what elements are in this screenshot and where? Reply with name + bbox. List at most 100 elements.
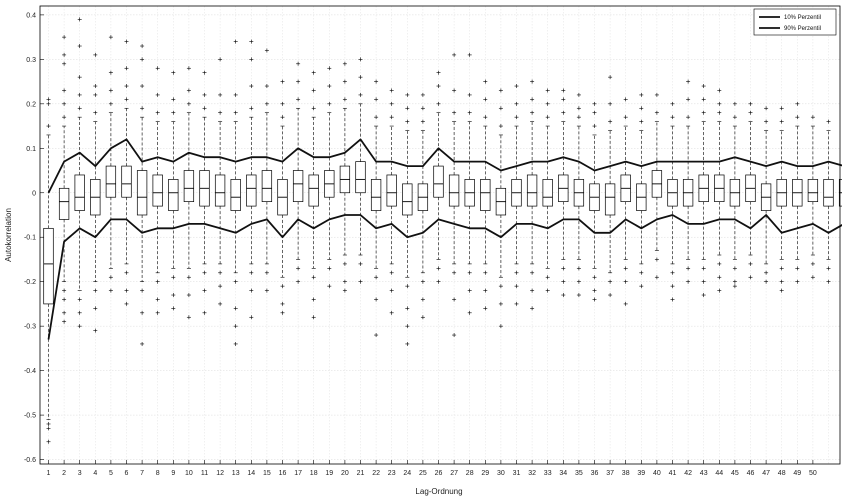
box-lag-23 xyxy=(386,88,397,315)
x-tick-label: 24 xyxy=(403,470,411,477)
y-tick-label: -0.5 xyxy=(24,413,36,420)
box-lag-22 xyxy=(370,79,382,338)
box-iqr xyxy=(74,174,85,211)
box-iqr xyxy=(604,183,616,216)
x-tick-label: 18 xyxy=(310,470,318,477)
x-tick-label: 26 xyxy=(435,470,443,477)
x-tick-label: 50 xyxy=(809,470,817,477)
x-tick-label: 47 xyxy=(762,470,770,477)
x-tick-label: 11 xyxy=(201,470,208,477)
box-lag-39 xyxy=(636,92,647,289)
x-tick-label: 32 xyxy=(528,470,536,477)
x-tick-label: 33 xyxy=(544,470,552,477)
y-tick-label: 0.3 xyxy=(26,57,36,64)
box-lag-7 xyxy=(136,44,148,346)
box-iqr xyxy=(183,170,195,203)
x-tick-label: 28 xyxy=(466,470,474,477)
grid xyxy=(40,6,840,464)
box-lag-5 xyxy=(105,35,117,293)
x-tick-label: 14 xyxy=(247,470,255,477)
x-tick-label: 12 xyxy=(216,470,224,477)
box-lag-16 xyxy=(277,79,288,315)
x-ticks: 1 2 3 4 5 6 7 8 9 10 11 12 13 14 15 16 17 18 19 20 21 22 23 24 2… xyxy=(47,460,817,477)
legend-box xyxy=(753,8,837,36)
box-iqr xyxy=(308,174,319,207)
box-lag-14 xyxy=(246,39,257,320)
x-tick-label: 3 xyxy=(78,470,82,477)
legend-label-90: 90% Perzentil xyxy=(784,26,821,32)
x-tick-label: 7 xyxy=(140,470,144,477)
box-lag-42 xyxy=(682,79,694,284)
box-lag-8 xyxy=(152,66,163,315)
box-lag-35 xyxy=(573,92,585,298)
y-tick-label: 0.4 xyxy=(26,12,36,19)
box-iqr xyxy=(448,174,460,207)
x-tick-label: 40 xyxy=(653,470,661,477)
box-iqr xyxy=(43,227,54,305)
x-tick-label: 45 xyxy=(731,470,739,477)
x-tick-label: 49 xyxy=(793,470,801,477)
legend-label-10: 10% Perzentil xyxy=(784,15,821,21)
box-lag-19 xyxy=(324,66,335,289)
box-iqr xyxy=(230,179,241,211)
box-lag-31 xyxy=(511,84,522,306)
box-lag-13 xyxy=(230,39,241,346)
box-lag-24 xyxy=(402,92,413,346)
box-iqr xyxy=(121,165,132,198)
y-tick-label: -0.2 xyxy=(24,279,36,286)
x-tick-label: 38 xyxy=(622,470,630,477)
x-tick-label: 31 xyxy=(513,470,521,477)
box-iqr xyxy=(261,170,273,203)
y-tick-label: 0.1 xyxy=(26,146,36,153)
box-lag-27 xyxy=(448,52,460,338)
box-iqr xyxy=(58,187,70,220)
y-axis-label: Autokorrelation xyxy=(4,208,13,262)
box-lag-40 xyxy=(651,92,663,280)
box-iqr xyxy=(246,174,257,207)
box-lag-37 xyxy=(604,75,616,298)
line-90-perzentil xyxy=(47,138,842,194)
box-lag-17 xyxy=(292,61,304,284)
x-tick-label: 20 xyxy=(341,470,349,477)
box-iqr xyxy=(823,179,834,207)
box-iqr xyxy=(136,170,148,216)
box-lag-49 xyxy=(792,101,803,284)
box-lag-11 xyxy=(199,70,210,315)
box-lag-41 xyxy=(667,101,678,302)
box-lag-18 xyxy=(308,70,319,320)
x-tick-label: 5 xyxy=(109,470,113,477)
x-tick-label: 43 xyxy=(700,470,708,477)
box-iqr xyxy=(433,165,444,198)
x-tick-label: 19 xyxy=(325,470,333,477)
x-tick-label: 15 xyxy=(263,470,271,477)
box-lag-6 xyxy=(121,39,132,306)
legend: 10% Perzentil 90% Perzentil xyxy=(753,8,837,36)
x-tick-label: 21 xyxy=(357,470,365,477)
box-lag-36 xyxy=(589,101,600,302)
y-tick-label: -0.1 xyxy=(24,235,36,242)
box-iqr xyxy=(480,179,491,211)
x-tick-label: 4 xyxy=(93,470,97,477)
x-tick-label: 41 xyxy=(669,470,677,477)
x-tick-label: 48 xyxy=(778,470,786,477)
x-tick-label: 36 xyxy=(591,470,599,477)
box-lag-20 xyxy=(339,61,351,293)
x-tick-label: 2 xyxy=(62,470,66,477)
plot-frame xyxy=(39,5,841,465)
percentile-lines xyxy=(47,138,842,340)
box-lag-44 xyxy=(714,88,725,293)
box-lag-33 xyxy=(542,88,553,293)
x-tick-label: 34 xyxy=(559,470,567,477)
x-tick-label: 16 xyxy=(279,470,287,477)
x-tick-label: 39 xyxy=(637,470,645,477)
x-tick-label: 22 xyxy=(372,470,380,477)
box-lag-1 xyxy=(43,97,54,444)
y-tick-label: -0.4 xyxy=(24,368,36,375)
x-tick-label: 27 xyxy=(450,470,458,477)
y-tick-label: -0.6 xyxy=(24,457,36,464)
box-iqr xyxy=(402,183,413,216)
y-ticks: 0.4 0.3 0.2 0.1 0 -0.1 -0.2 -0.3 -0.4 -0.5 -0.6 xyxy=(24,12,44,464)
box-iqr xyxy=(292,170,304,203)
box-lag-29 xyxy=(480,79,491,311)
